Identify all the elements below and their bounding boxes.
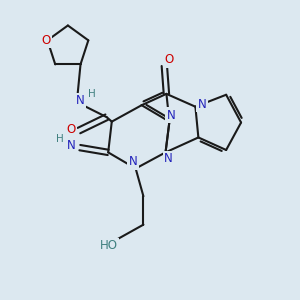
Text: N: N xyxy=(67,139,75,152)
Text: N: N xyxy=(198,98,206,111)
Text: H: H xyxy=(88,89,96,99)
Text: H: H xyxy=(56,134,63,144)
Text: O: O xyxy=(41,34,51,47)
Text: O: O xyxy=(164,53,173,66)
Text: N: N xyxy=(76,94,84,107)
Text: HO: HO xyxy=(100,239,118,252)
Text: N: N xyxy=(164,152,173,166)
Text: N: N xyxy=(167,109,175,122)
Text: O: O xyxy=(66,123,75,136)
Text: N: N xyxy=(129,155,138,168)
